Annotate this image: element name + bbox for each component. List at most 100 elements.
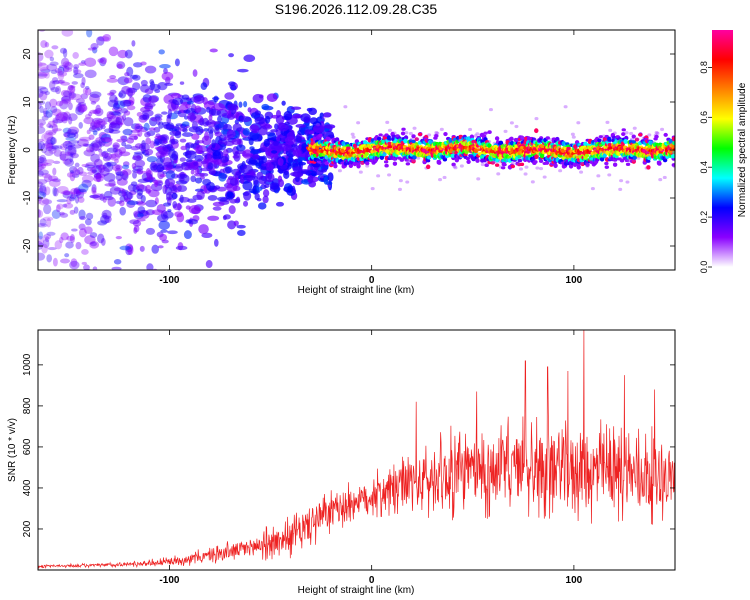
spectrogram-point bbox=[535, 166, 540, 170]
spectrogram-point bbox=[38, 195, 42, 205]
spectrogram-point bbox=[365, 161, 370, 166]
spectrogram-point bbox=[102, 162, 114, 173]
spectrogram-point bbox=[243, 190, 252, 201]
spectrogram-point bbox=[38, 252, 46, 261]
spectrogram-point bbox=[99, 167, 110, 177]
spectrogram-point bbox=[208, 114, 213, 121]
spectrogram-point bbox=[113, 259, 122, 265]
spectrogram-point bbox=[38, 208, 41, 218]
spectrogram-point bbox=[226, 103, 239, 111]
spectrogram-point bbox=[539, 166, 544, 171]
spectrogram-point bbox=[217, 196, 228, 202]
spectrogram-point bbox=[320, 168, 328, 173]
spectrogram-point bbox=[580, 161, 585, 167]
spectrogram-point bbox=[139, 114, 148, 121]
spectrogram-point bbox=[109, 186, 121, 195]
spectrogram-point bbox=[58, 65, 68, 69]
spectrogram-point bbox=[59, 236, 64, 244]
spectrogram-point bbox=[45, 146, 57, 152]
spectrogram-point bbox=[78, 62, 87, 66]
spectrogram-point bbox=[163, 202, 172, 207]
spectrogram-point bbox=[207, 162, 214, 170]
spectrogram-point bbox=[254, 116, 266, 125]
spectrogram-point bbox=[203, 100, 215, 110]
spectrogram-point bbox=[38, 141, 46, 150]
spectrogram-point bbox=[114, 148, 123, 158]
spectrogram-point bbox=[83, 116, 94, 125]
spectrogram-point bbox=[484, 163, 489, 167]
spectrogram-point bbox=[113, 187, 125, 192]
spectrogram-point bbox=[206, 106, 211, 113]
spectrogram-point bbox=[284, 136, 296, 145]
spectrogram-point bbox=[86, 30, 93, 38]
spectrogram-point bbox=[91, 117, 104, 124]
spectrogram-point bbox=[53, 187, 59, 197]
spectrogram-point bbox=[111, 106, 122, 112]
spectrogram-point bbox=[312, 136, 317, 142]
spectrogram-point bbox=[100, 57, 108, 65]
spectrogram-point bbox=[566, 146, 571, 151]
snr-x-label: Height of straight line (km) bbox=[298, 585, 415, 596]
spectrogram-point bbox=[62, 191, 73, 199]
spectrogram-point bbox=[39, 218, 47, 227]
spectrogram-point bbox=[176, 185, 188, 193]
spectrogram-point bbox=[70, 258, 78, 267]
spectrogram-point bbox=[480, 162, 485, 167]
spectrogram-point bbox=[376, 174, 381, 178]
spectrogram-point bbox=[654, 131, 659, 135]
spectrogram-point bbox=[44, 49, 54, 59]
spectrogram-point bbox=[156, 204, 166, 213]
snr-series-line bbox=[38, 330, 675, 570]
spectrogram-point bbox=[287, 185, 294, 194]
spectrogram-point bbox=[252, 185, 257, 195]
spectrogram-point bbox=[70, 93, 83, 101]
spectrogram-point bbox=[425, 159, 431, 163]
spectrogram-point bbox=[261, 103, 270, 110]
spectrogram-point bbox=[401, 127, 406, 131]
spectrogram-point bbox=[435, 131, 440, 135]
spectrogram-point bbox=[242, 180, 253, 191]
spectrogram-point bbox=[98, 137, 106, 147]
spectrogram-point bbox=[81, 76, 86, 86]
spectrogram-point bbox=[38, 61, 43, 68]
x-tick-label: 100 bbox=[566, 575, 583, 586]
spectrogram-point bbox=[80, 93, 88, 100]
spectrogram-point bbox=[625, 162, 631, 166]
spectrogram-point bbox=[411, 139, 416, 144]
spectrogram-point bbox=[98, 131, 107, 140]
spectrogram-point bbox=[38, 185, 47, 196]
spectrogram-point bbox=[49, 61, 59, 66]
spectrogram-point bbox=[212, 158, 223, 165]
spectrogram-point bbox=[43, 204, 52, 215]
spectrogram-point bbox=[83, 149, 95, 157]
spectrogram-point bbox=[115, 116, 123, 125]
spectrogram-point bbox=[51, 124, 59, 134]
spectrogram-point bbox=[523, 172, 528, 176]
spectrogram-point bbox=[67, 84, 74, 91]
spectrogram-point bbox=[63, 202, 74, 209]
spectrogram-point bbox=[137, 206, 146, 215]
spectrogram-point bbox=[157, 214, 169, 223]
spectrogram-point bbox=[172, 201, 178, 209]
spectrogram-point bbox=[122, 164, 130, 170]
spectrogram-point bbox=[346, 146, 351, 150]
spectrogram-point bbox=[217, 115, 223, 123]
spectrogram-point bbox=[47, 247, 57, 251]
spectrogram-point bbox=[57, 79, 66, 84]
spectrogram-point bbox=[509, 121, 514, 125]
spectrogram-point bbox=[438, 178, 443, 182]
spectrogram-point bbox=[56, 111, 69, 122]
spectrogram-point bbox=[59, 150, 67, 161]
spectrogram-point bbox=[672, 150, 675, 155]
spectrogram-point bbox=[235, 171, 241, 176]
spectrogram-point bbox=[542, 175, 547, 179]
spectrogram-point bbox=[270, 129, 279, 133]
snr-frame bbox=[37, 329, 676, 571]
spectrogram-point bbox=[646, 165, 651, 170]
spectrogram-point bbox=[408, 131, 413, 136]
spectrogram-point bbox=[69, 170, 74, 175]
colorbar-tick-label: 0.0 bbox=[699, 261, 709, 274]
spectrogram-point bbox=[517, 154, 522, 159]
spectrogram-point bbox=[243, 174, 256, 181]
spectrogram-point bbox=[62, 65, 70, 73]
